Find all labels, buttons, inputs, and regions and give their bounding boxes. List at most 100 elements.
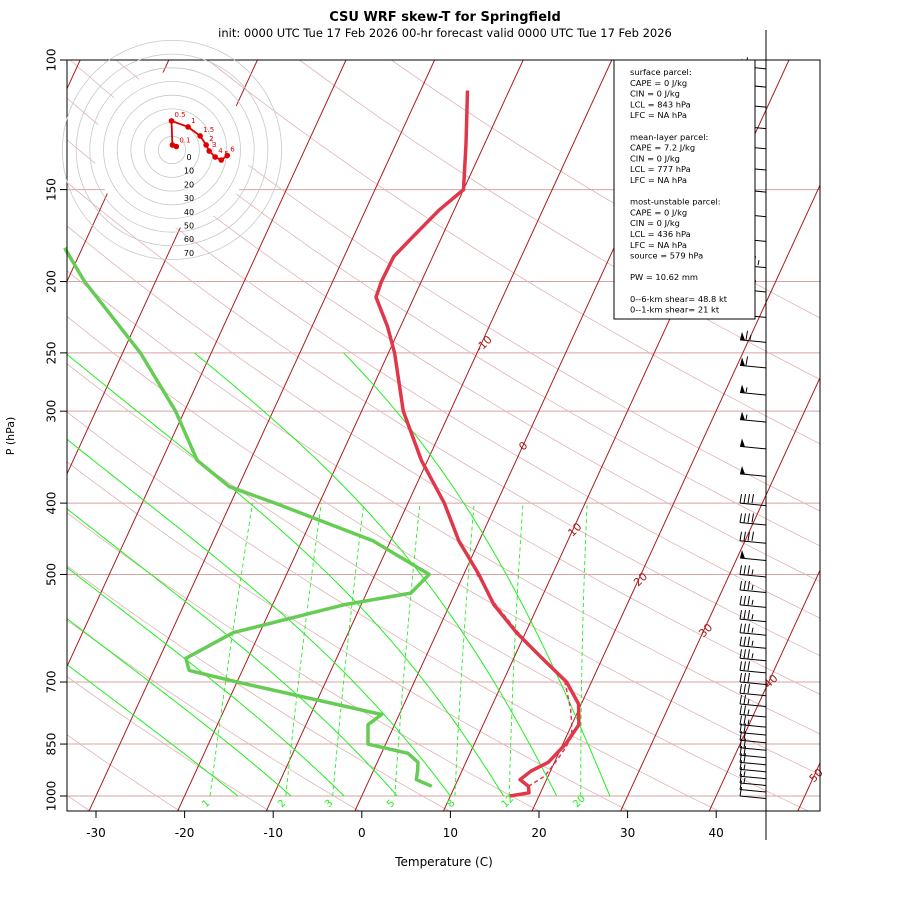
wind-barb (739, 715, 767, 728)
barb-full (743, 684, 746, 694)
barb-staff (739, 789, 767, 793)
hodograph-point (203, 142, 209, 148)
p-tick-label: 400 (45, 492, 59, 515)
barb-full (739, 565, 742, 575)
p-tick-label: 1000 (45, 781, 59, 812)
barb-full (747, 565, 750, 575)
wind-barb (739, 731, 767, 744)
wind-barb (739, 672, 767, 685)
barb-full (743, 513, 746, 523)
hodograph-ring-label: 20 (184, 180, 194, 189)
wind-barb (739, 565, 767, 578)
barb-half (751, 584, 754, 591)
p-tick-label: 850 (45, 733, 59, 756)
wind-barb (739, 753, 767, 766)
barb-full (743, 731, 746, 741)
hodograph-point-label: 2 (209, 135, 213, 143)
barb-full (743, 580, 746, 591)
barb-full (739, 623, 742, 633)
barb-staff (739, 573, 767, 578)
hodograph-ring-label: 40 (184, 208, 194, 217)
legend-line: CIN = 0 J/kg (630, 153, 680, 163)
barb-full (739, 746, 742, 756)
barb-half (745, 387, 748, 393)
legend-line: CIN = 0 J/kg (630, 218, 680, 228)
legend-line: CAPE = 7.2 J/kg (630, 143, 695, 153)
mixing-ratio-label-2: 2 (276, 798, 288, 810)
barb-staff (739, 618, 767, 623)
barb-full (747, 513, 750, 523)
p-tick-label: 200 (45, 270, 59, 293)
mixing-ratio-line-8 (454, 503, 475, 797)
dry-adiabat-400 (115, 60, 820, 512)
isotherm-30 (620, 376, 820, 811)
isotherm-50 (797, 761, 820, 811)
isotherm-label: 50 (807, 766, 826, 785)
barb-half (747, 719, 750, 725)
wind-barb (739, 705, 767, 718)
hodograph-ring (75, 53, 269, 247)
barb-full (747, 610, 750, 620)
barb-half (751, 627, 754, 633)
dry-adiabat-380 (67, 97, 820, 583)
wind-barb (739, 760, 767, 773)
barb-full (747, 636, 750, 646)
barb-staff (739, 681, 767, 685)
hodograph-ring (116, 94, 228, 206)
legend-line: most-unstable parcel: (630, 197, 721, 207)
barb-full (743, 746, 746, 756)
barb-full (739, 580, 742, 591)
dry-adiabat-350 (67, 225, 820, 695)
wind-barb (739, 330, 767, 343)
legend-line: CAPE = 0 J/kg (630, 207, 687, 217)
wind-barb (739, 438, 767, 450)
barb-staff (739, 795, 767, 799)
barb-half (745, 414, 748, 420)
barb-full (743, 494, 746, 504)
barb-full (743, 610, 746, 620)
p-tick-label: 250 (45, 341, 59, 364)
barb-staff (739, 768, 767, 773)
barb-full (739, 705, 742, 715)
hodograph-ring-label: 30 (184, 194, 194, 203)
hodograph-ring-label: 50 (184, 222, 194, 231)
barb-full (739, 636, 742, 646)
mixing-ratio-label-8: 8 (445, 798, 457, 810)
barb-staff (739, 502, 767, 507)
barb-full (751, 513, 754, 523)
barb-full (739, 672, 742, 683)
x-tick-label: 30 (620, 826, 635, 840)
wind-barb (739, 531, 767, 544)
barb-flag (740, 438, 745, 447)
barb-full (747, 661, 750, 671)
barb-flag (740, 411, 745, 421)
dry-adiabat-390 (69, 60, 820, 547)
x-tick-label: 20 (531, 826, 546, 840)
barb-flag (740, 465, 745, 475)
barb-full (743, 672, 746, 683)
barb-full (739, 531, 742, 541)
mixing-ratio-line-5 (394, 503, 421, 797)
barb-full (747, 531, 750, 541)
wind-barb (739, 494, 767, 507)
barb-staff (739, 632, 767, 636)
wind-barb (739, 636, 767, 649)
wind-barb (739, 767, 767, 780)
moist-adiabat--2 (67, 566, 345, 797)
barb-full (739, 715, 742, 725)
moist-adiabat--8 (67, 617, 292, 797)
wind-barb (739, 649, 767, 662)
barb-staff (739, 775, 767, 780)
legend-line: source = 579 hPa (630, 251, 703, 261)
barb-staff (739, 732, 767, 736)
moist-adiabat-4 (67, 508, 398, 797)
isotherm-label: -10 (473, 333, 495, 355)
barb-half (751, 640, 754, 646)
barb-full (747, 623, 750, 633)
dry-adiabat-420 (207, 60, 820, 445)
legend-line: 0--6-km shear= 48.8 kt (630, 294, 728, 304)
legend-line: mean-layer parcel: (630, 132, 708, 142)
barb-full (743, 636, 746, 646)
